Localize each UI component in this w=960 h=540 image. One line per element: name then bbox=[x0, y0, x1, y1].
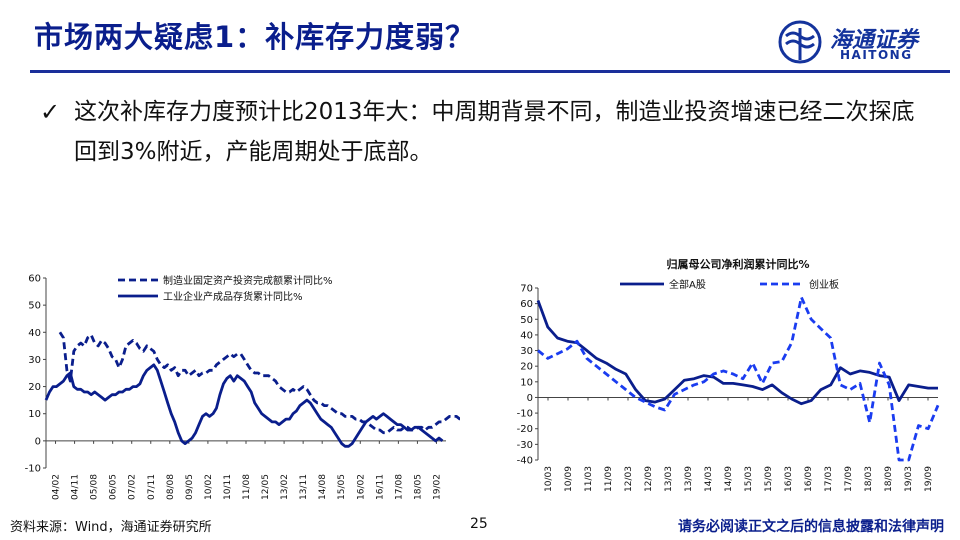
y-tick-label: 70 bbox=[520, 284, 533, 295]
y-tick-label: 50 bbox=[28, 301, 41, 312]
x-tick-label: 04/11 bbox=[71, 474, 81, 500]
x-tick-label: 07/02 bbox=[128, 474, 138, 500]
y-tick-label: -20 bbox=[517, 424, 533, 435]
x-tick-label: 12/09 bbox=[644, 466, 654, 492]
x-tick-label: 14/09 bbox=[724, 466, 734, 492]
x-tick-label: 11/03 bbox=[584, 466, 594, 492]
haitong-emblem-icon bbox=[778, 20, 822, 64]
series-line-1 bbox=[58, 331, 460, 435]
footer-disclaimer: 请务必阅读正文之后的信息披露和法律声明 bbox=[678, 519, 944, 535]
chart-title: 归属母公司净利润累计同比% bbox=[666, 257, 809, 271]
x-tick-label: 18/09 bbox=[884, 466, 894, 492]
series-line-2 bbox=[44, 363, 444, 448]
y-tick-label: 10 bbox=[520, 377, 533, 388]
y-tick-label: 20 bbox=[520, 362, 533, 373]
y-tick-label: 0 bbox=[35, 436, 41, 447]
y-tick-label: -10 bbox=[517, 409, 533, 420]
x-tick-label: 10/11 bbox=[223, 474, 233, 500]
x-tick-label: 10/02 bbox=[204, 474, 214, 500]
x-tick-label: 09/05 bbox=[185, 474, 195, 500]
x-tick-label: 17/03 bbox=[824, 466, 834, 492]
x-tick-label: 04/02 bbox=[52, 474, 62, 500]
y-tick-label: -30 bbox=[517, 440, 533, 451]
x-tick-label: 18/03 bbox=[864, 466, 874, 492]
bullet-text: 这次补库存力度预计比2013年大：中周期背景不同，制造业投资增速已经二次探底回到… bbox=[74, 99, 915, 165]
x-tick-label: 13/09 bbox=[684, 466, 694, 492]
y-tick-label: -10 bbox=[25, 464, 41, 475]
footer-source: 资料来源：Wind，海通证券研究所 bbox=[10, 520, 212, 535]
x-tick-label: 12/05 bbox=[261, 474, 271, 500]
y-tick-label: 20 bbox=[28, 382, 41, 393]
x-tick-label: 05/08 bbox=[90, 474, 100, 500]
legend-label: 全部A股 bbox=[669, 278, 706, 291]
legend-label: 工业企业产成品存货累计同比% bbox=[163, 290, 303, 303]
series-line-1 bbox=[536, 300, 938, 406]
x-tick-label: 15/03 bbox=[744, 466, 754, 492]
x-tick-label: 11/08 bbox=[242, 474, 252, 500]
x-tick-label: 17/08 bbox=[394, 474, 404, 500]
y-tick-label: 30 bbox=[28, 355, 41, 366]
x-tick-label: 10/03 bbox=[544, 466, 554, 492]
x-tick-label: 16/02 bbox=[356, 474, 366, 500]
page-number: 25 bbox=[470, 516, 488, 532]
x-tick-label: 13/02 bbox=[280, 474, 290, 500]
x-tick-label: 18/05 bbox=[413, 474, 423, 500]
page-title: 市场两大疑虑1：补库存力度弱？ bbox=[34, 20, 476, 54]
x-tick-label: 14/03 bbox=[704, 466, 714, 492]
x-tick-label: 08/08 bbox=[166, 474, 176, 500]
chart-manufacturing-investment-inventory: -10 0 10 20 30 40 50 60 04/02 04/11 05/08 06/05 07/0… bbox=[25, 274, 460, 500]
chart-net-profit-growth: 归属母公司净利润累计同比% -40 -30 -20 -10 0 10 20 30 40 50 60 70… bbox=[517, 257, 940, 492]
y-tick-label: 50 bbox=[520, 315, 533, 326]
x-tick-label: 13/03 bbox=[664, 466, 674, 492]
logo-chinese-name: 海通证券 bbox=[830, 27, 919, 53]
x-tick-label: 15/09 bbox=[764, 466, 774, 492]
logo-english-name: HAITONG bbox=[840, 48, 913, 62]
y-tick-label: 10 bbox=[28, 409, 41, 420]
x-tick-label: 06/05 bbox=[109, 474, 119, 500]
check-icon: ✓ bbox=[40, 98, 61, 126]
company-logo: 海通证券 HAITONG bbox=[776, 20, 946, 68]
header-divider bbox=[30, 70, 950, 73]
y-tick-label: 60 bbox=[28, 274, 41, 285]
x-tick-label: 16/03 bbox=[784, 466, 794, 492]
x-tick-label: 14/08 bbox=[318, 474, 328, 500]
x-tick-label: 13/11 bbox=[299, 474, 309, 500]
x-tick-label: 16/11 bbox=[375, 474, 385, 500]
x-tick-label: 19/02 bbox=[432, 474, 442, 500]
legend-label: 创业板 bbox=[809, 278, 839, 291]
x-tick-label: 12/03 bbox=[624, 466, 634, 492]
x-tick-label: 10/09 bbox=[564, 466, 574, 492]
series-line-2 bbox=[537, 296, 940, 462]
x-tick-label: 19/09 bbox=[924, 466, 934, 492]
y-tick-label: 30 bbox=[520, 346, 533, 357]
y-tick-label: 0 bbox=[527, 393, 533, 404]
x-tick-label: 19/03 bbox=[904, 466, 914, 492]
y-tick-label: 40 bbox=[520, 330, 533, 341]
legend-label: 制造业固定资产投资完成额累计同比% bbox=[163, 274, 333, 287]
x-tick-label: 17/09 bbox=[844, 466, 854, 492]
x-tick-label: 16/09 bbox=[804, 466, 814, 492]
y-tick-label: 40 bbox=[28, 328, 41, 339]
y-tick-label: -40 bbox=[517, 456, 533, 467]
x-tick-label: 11/09 bbox=[604, 466, 614, 492]
x-tick-label: 07/11 bbox=[147, 474, 157, 500]
y-tick-label: 60 bbox=[520, 299, 533, 310]
x-tick-label: 15/05 bbox=[337, 474, 347, 500]
